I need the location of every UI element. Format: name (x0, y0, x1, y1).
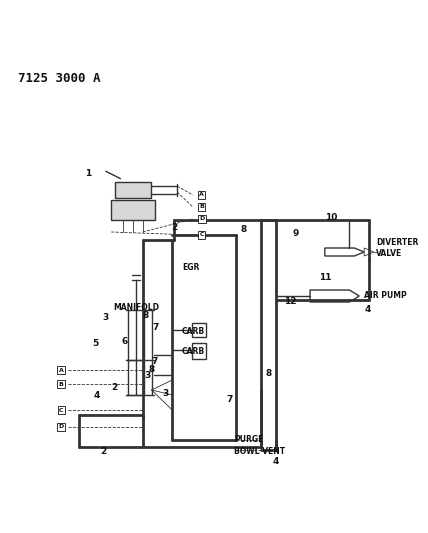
Bar (192, 343, 206, 359)
Text: 1: 1 (86, 168, 92, 177)
Text: 2: 2 (171, 223, 177, 232)
Text: 6: 6 (122, 336, 128, 345)
Text: 8: 8 (266, 368, 272, 377)
Bar (115, 182, 151, 198)
Text: 2: 2 (100, 448, 107, 456)
Text: 7: 7 (152, 357, 158, 366)
Text: CARB: CARB (182, 348, 205, 357)
Text: A: A (59, 367, 63, 373)
Text: D: D (199, 216, 205, 222)
Text: B: B (199, 205, 204, 209)
Text: 3: 3 (102, 313, 108, 322)
Text: 9: 9 (292, 229, 298, 238)
Text: MANIFOLD: MANIFOLD (113, 303, 159, 312)
Text: 7125 3000 A: 7125 3000 A (18, 72, 100, 85)
Text: D: D (58, 424, 64, 430)
Text: B: B (59, 382, 63, 386)
Text: 4: 4 (272, 457, 279, 466)
Text: CARB: CARB (182, 327, 205, 336)
Text: AIR PUMP: AIR PUMP (364, 292, 407, 301)
Text: 7: 7 (226, 395, 232, 405)
Text: BOWL VENT: BOWL VENT (234, 448, 285, 456)
Text: 3: 3 (162, 389, 169, 398)
Bar (192, 323, 206, 337)
Text: 11: 11 (318, 273, 331, 282)
Polygon shape (325, 248, 364, 256)
Text: 4: 4 (93, 391, 100, 400)
Text: A: A (199, 192, 204, 198)
Text: 12: 12 (284, 297, 297, 306)
Text: 8: 8 (149, 365, 155, 374)
Text: EGR: EGR (182, 262, 199, 271)
Text: 4: 4 (365, 305, 372, 314)
Text: DIVERTER
VALVE: DIVERTER VALVE (376, 238, 419, 257)
Text: 8: 8 (241, 224, 247, 233)
Text: 2: 2 (111, 383, 117, 392)
Bar (111, 200, 155, 220)
Text: 10: 10 (324, 214, 337, 222)
Polygon shape (364, 248, 374, 256)
Text: C: C (199, 232, 204, 238)
Polygon shape (310, 290, 359, 302)
Text: PURGE: PURGE (234, 435, 264, 445)
Text: 5: 5 (92, 338, 98, 348)
Text: 8: 8 (143, 311, 149, 320)
Text: 7: 7 (152, 322, 159, 332)
Text: C: C (59, 408, 63, 413)
Text: 3: 3 (145, 370, 151, 379)
